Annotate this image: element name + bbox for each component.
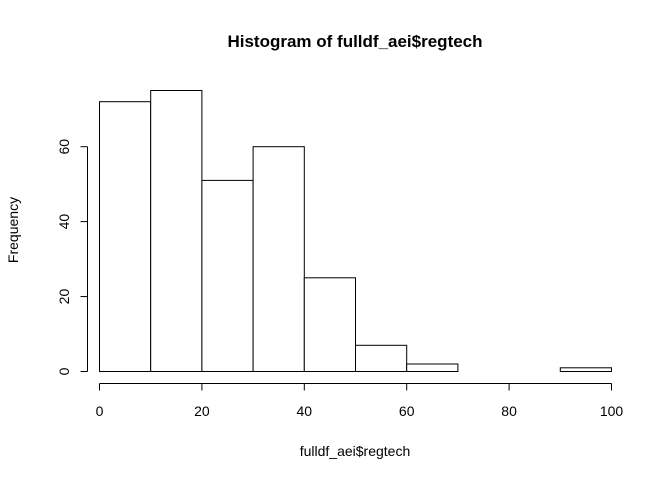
histogram-bar-9 (559, 367, 612, 372)
x-axis-label: fulldf_aei$regtech (300, 443, 411, 459)
histogram-bar-0 (99, 101, 152, 372)
x-axis: 0 20 40 60 80 100 (96, 383, 624, 419)
histogram-bar-3 (252, 146, 305, 372)
y-axis: 0 20 40 60 (56, 139, 88, 375)
y-tick-label-0: 0 (56, 367, 72, 375)
y-tick-label-2: 40 (56, 214, 72, 230)
x-tick-label-5: 100 (600, 403, 624, 419)
x-tick-label-3: 60 (399, 403, 415, 419)
x-tick-label-2: 40 (297, 403, 313, 419)
chart-title: Histogram of fulldf_aei$regtech (227, 32, 482, 51)
histogram-bar-6 (406, 363, 459, 372)
histogram-bar-5 (355, 344, 408, 372)
y-tick-label-3: 60 (56, 139, 72, 155)
x-tick-label-1: 20 (194, 403, 210, 419)
histogram-bar-2 (201, 179, 254, 372)
y-tick-label-1: 20 (56, 289, 72, 305)
x-tick-label-0: 0 (96, 403, 104, 419)
x-tick-label-4: 80 (501, 403, 517, 419)
y-axis-label: Frequency (5, 197, 21, 263)
bars-group (99, 90, 612, 372)
histogram-bar-1 (150, 90, 203, 372)
histogram-bar-4 (303, 277, 356, 372)
